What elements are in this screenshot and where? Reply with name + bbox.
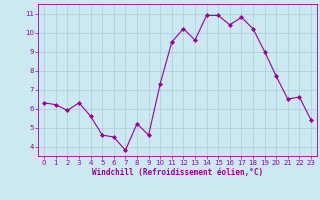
X-axis label: Windchill (Refroidissement éolien,°C): Windchill (Refroidissement éolien,°C)	[92, 168, 263, 177]
